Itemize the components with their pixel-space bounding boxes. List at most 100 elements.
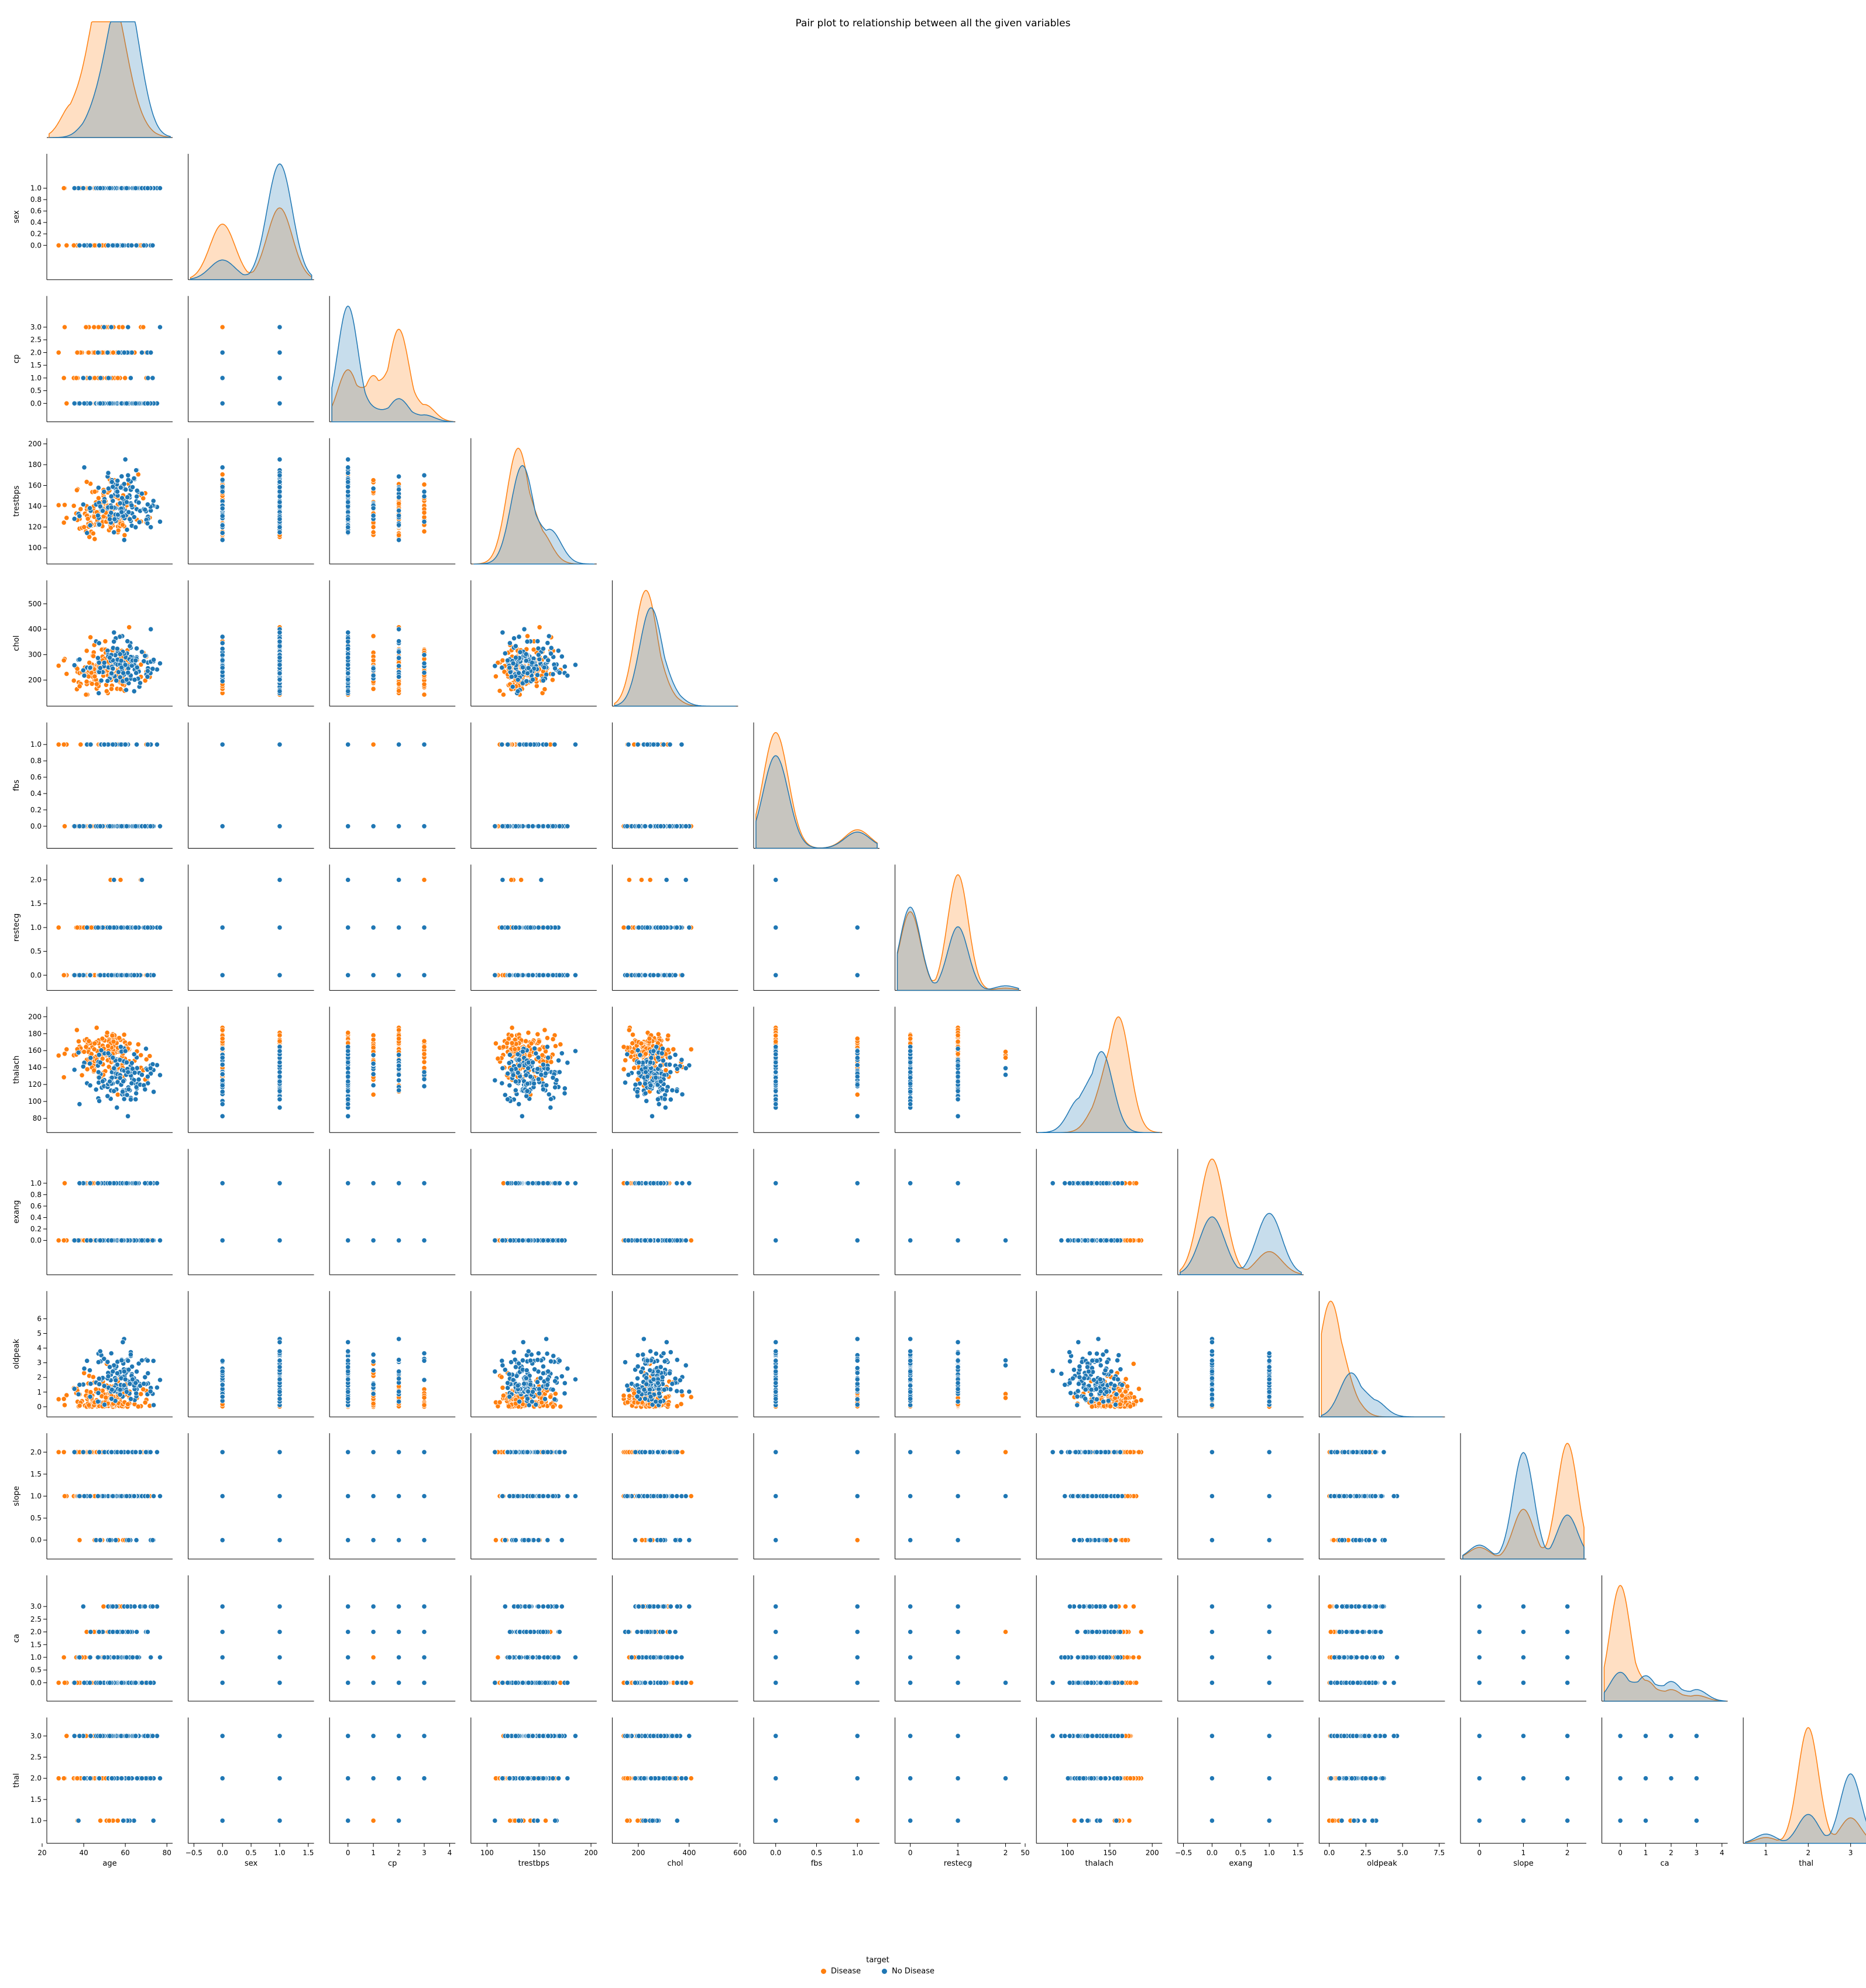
point-age-trestbps [122, 456, 128, 462]
point-age-trestbps [64, 515, 70, 521]
point-cp-chol [370, 672, 376, 678]
point-cp-chol [370, 665, 376, 671]
point-age-cp [97, 400, 103, 406]
point-cp-trestbps [345, 489, 351, 495]
point-age-cp [61, 375, 67, 381]
point-age-chol [137, 680, 143, 686]
point-age-trestbps [107, 516, 113, 522]
point-age-sex [87, 242, 93, 248]
point-age-chol [133, 658, 139, 664]
point-trestbps-fbs [530, 823, 536, 829]
point-age-trestbps [108, 493, 114, 499]
point-chol-fbs [683, 823, 689, 829]
point-age-chol [71, 662, 77, 668]
point-age-trestbps [84, 530, 90, 536]
point-sex-chol [277, 688, 283, 694]
point-age-cp [110, 349, 116, 356]
point-cp-fbs [396, 741, 402, 747]
point-trestbps-fbs [505, 741, 511, 747]
point-sex-chol [277, 630, 283, 636]
point-age-trestbps [119, 495, 125, 501]
point-age-trestbps [145, 520, 150, 526]
point-age-fbs [157, 823, 163, 829]
point-age-trestbps [97, 521, 102, 527]
point-age-trestbps [140, 495, 146, 502]
point-age-trestbps [87, 523, 93, 528]
point-age-chol [114, 678, 119, 684]
point-age-cp [150, 375, 156, 381]
point-age-sex [133, 242, 139, 248]
point-sex-chol [277, 643, 283, 649]
point-trestbps-chol [537, 656, 542, 662]
point-age-chol [134, 664, 140, 671]
point-trestbps-chol [516, 634, 522, 640]
point-age-trestbps [108, 510, 114, 516]
point-trestbps-chol [500, 692, 507, 698]
point-sex-trestbps [219, 506, 225, 511]
point-age-cp [101, 324, 107, 330]
point-age-trestbps [97, 503, 103, 509]
point-age-trestbps [77, 513, 83, 519]
point-age-chol [107, 655, 113, 661]
point-age-chol [154, 667, 160, 672]
point-age-restecg [56, 925, 61, 931]
point-age-trestbps [131, 475, 137, 482]
point-age-cp [107, 400, 113, 406]
y-tick-label-chol: 300 [28, 651, 42, 659]
point-age-trestbps [92, 489, 98, 495]
point-age-sex [97, 242, 102, 248]
point-trestbps-fbs [550, 823, 556, 829]
point-age-cp [95, 349, 101, 356]
y-axis-label-fbs: fbs [12, 780, 21, 791]
point-cp-chol [345, 662, 351, 668]
point-chol-fbs [626, 741, 631, 747]
point-age-trestbps [108, 525, 114, 531]
kde-age-no-disease [49, 21, 171, 138]
point-age-restecg [74, 925, 80, 931]
point-sex-chol [277, 638, 283, 644]
y-tick-label-cp: 0.5 [30, 387, 42, 395]
point-cp-trestbps [396, 537, 402, 543]
point-age-fbs [107, 823, 113, 829]
point-sex-cp [277, 349, 283, 356]
y-tick-label-sex: 0.8 [30, 195, 42, 204]
point-age-chol [91, 653, 97, 659]
point-trestbps-chol [530, 677, 536, 682]
point-chol-fbs [658, 823, 664, 829]
point-age-trestbps [56, 502, 61, 508]
point-sex-trestbps [219, 537, 225, 543]
point-age-chol [84, 648, 90, 654]
point-trestbps-chol [524, 678, 530, 684]
point-age-trestbps [110, 498, 116, 504]
y-tick-label-fbs: 0.8 [30, 757, 42, 765]
y-tick-label-fbs: 1.0 [30, 740, 42, 748]
y-tick-label-cp: 2.5 [30, 336, 42, 344]
y-tick-label-fbs: 0.6 [30, 773, 42, 781]
point-chol-fbs [636, 823, 642, 829]
point-sex-trestbps [219, 465, 225, 471]
point-age-chol [157, 661, 163, 667]
point-cp-fbs [421, 741, 427, 747]
y-axis-label-cp: cp [12, 355, 21, 363]
point-cp-chol [370, 686, 376, 692]
point-age-trestbps [134, 487, 140, 494]
point-age-chol [150, 657, 157, 663]
point-age-cp [123, 400, 129, 406]
point-sex-trestbps [277, 516, 283, 522]
point-age-sex [71, 185, 77, 191]
point-age-cp [80, 375, 86, 381]
point-age-trestbps [133, 524, 139, 530]
point-age-chol [109, 670, 115, 677]
point-cp-trestbps [421, 514, 427, 520]
point-age-cp [81, 400, 87, 406]
point-age-cp [140, 324, 146, 330]
point-cp-chol [345, 630, 351, 636]
kde-sex-disease [190, 207, 312, 280]
point-trestbps-chol [529, 660, 535, 665]
point-trestbps-fbs [572, 741, 579, 747]
y-tick-label-fbs: 0.4 [30, 789, 42, 798]
point-age-trestbps [145, 502, 150, 507]
point-sex-fbs [277, 823, 283, 829]
point-trestbps-chol [507, 640, 513, 646]
point-age-chol [121, 670, 126, 676]
